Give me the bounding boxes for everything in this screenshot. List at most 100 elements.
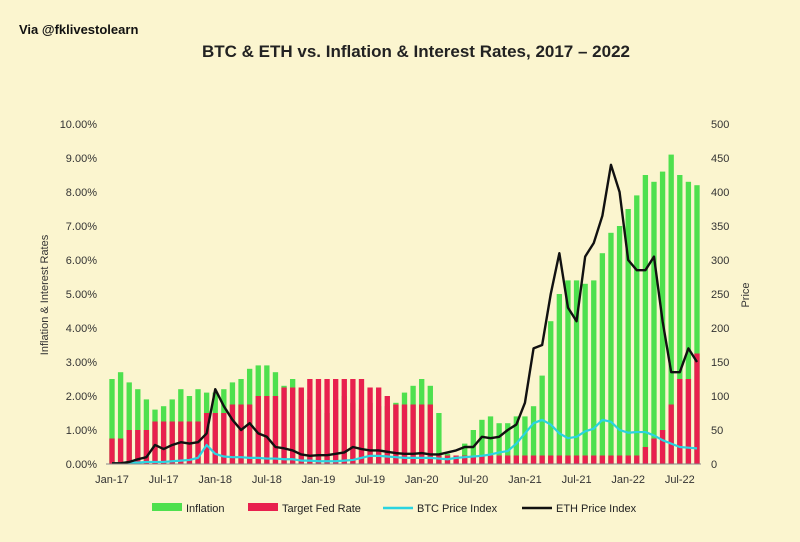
fed-rate-bar-55: [582, 455, 588, 464]
eth-price-line: [112, 163, 699, 465]
fed-rate-bar-1: [117, 438, 124, 464]
fed-rate-bar-68: [694, 353, 700, 464]
fed-rate-bar-32: [384, 396, 390, 464]
x-tick-label: Jul-17: [149, 474, 179, 486]
fed-rate-bar-12: [212, 413, 218, 464]
y-left-tick-label: 2.00%: [66, 391, 97, 403]
fed-rate-bar-60: [625, 455, 631, 464]
legend-item-label: Target Fed Rate: [282, 503, 361, 515]
y-left-tick-label: 5.00%: [66, 289, 97, 301]
fed-rate-bar-52: [556, 455, 563, 464]
fed-rate-bar-59: [616, 455, 623, 464]
fed-rate-bar-47: [513, 455, 519, 464]
fed-rate-bar-19: [272, 396, 279, 464]
fed-rate-bar-29: [358, 379, 365, 464]
fed-rate-bar-58: [608, 455, 614, 464]
y-axis-left-label: Inflation & Interest Rates: [39, 234, 51, 355]
inflation-bar-51: [548, 321, 554, 464]
fed-rate-bar-21: [289, 387, 296, 464]
inflation-bar-66: [677, 175, 683, 464]
y-right-tick-label: 350: [711, 221, 729, 233]
y-right-tick-label: 300: [711, 255, 729, 267]
y-right-tick-label: 400: [711, 187, 729, 199]
inflation-bar-0: [109, 379, 115, 464]
fed-rate-bar-45: [496, 455, 502, 464]
inflation-bar-38: [436, 413, 442, 464]
x-tick-label: Jul-20: [458, 474, 488, 486]
fed-rate-bar-64: [659, 430, 666, 464]
fed-rate-bar-11: [203, 413, 210, 464]
x-tick-label: Jul-19: [355, 474, 385, 486]
inflation-bar-52: [556, 294, 563, 464]
fed-rate-bar-2: [126, 430, 132, 464]
y-right-tick-label: 200: [711, 323, 729, 335]
fed-rate-bar-54: [573, 455, 580, 464]
fed-rate-bar-43: [479, 455, 485, 464]
fed-rate-bar-34: [401, 404, 408, 464]
price-lines: [112, 163, 699, 465]
fed-rate-bar-14: [229, 404, 236, 464]
fed-rate-bar-13: [221, 413, 227, 464]
inflation-bar-61: [634, 195, 640, 464]
inflation-bar-48: [522, 416, 528, 464]
inflation-bar-60: [625, 209, 631, 464]
y-right-tick-label: 50: [711, 425, 723, 437]
fed-rate-bar-18: [264, 396, 270, 464]
x-tick-label: Jan-18: [198, 474, 232, 486]
x-tick-label: Jul-21: [562, 474, 592, 486]
fed-rate-bar-36: [419, 404, 425, 464]
fed-rate-bar-31: [376, 387, 382, 464]
fed-rate-bar-57: [599, 455, 606, 464]
fed-rate-bar-26: [333, 379, 339, 464]
y-right-tick-label: 450: [711, 153, 729, 165]
fed-rate-bar-48: [522, 455, 528, 464]
x-tick-label: Jan-22: [611, 474, 645, 486]
y-left-tick-label: 8.00%: [66, 187, 97, 199]
y-left-tick-label: 4.00%: [66, 323, 97, 335]
fed-rate-bar-35: [410, 404, 416, 464]
inflation-bar-47: [513, 416, 519, 464]
y-left-tick-label: 6.00%: [66, 255, 97, 267]
y-right-tick-label: 150: [711, 357, 729, 369]
fed-rate-bar-7: [169, 421, 175, 464]
y-right-tick-label: 500: [711, 119, 729, 131]
fed-rate-bar-5: [152, 421, 158, 464]
fed-rate-bar-6: [160, 421, 167, 464]
inflation-bar-2: [126, 382, 132, 464]
inflation-bar-49: [530, 406, 537, 464]
inflation-bar-67: [685, 181, 692, 465]
legend-item-label: Inflation: [186, 503, 225, 515]
fed-rate-bar-22: [298, 387, 304, 464]
y-left-tick-label: 3.00%: [66, 357, 97, 369]
inflation-bar-65: [668, 154, 674, 464]
fed-rate-bar-62: [642, 447, 649, 464]
fed-rate-bar-44: [487, 455, 494, 464]
fed-rate-bar-67: [685, 379, 692, 464]
y-right-tick-label: 250: [711, 289, 729, 301]
inflation-bar-45: [496, 423, 502, 464]
x-axis-ticks: Jan-17 Jul-17 Jan-18 Jul-18 Jan-19 Jul-19 Jan-…: [95, 474, 695, 486]
fed-rate-bar-61: [634, 455, 640, 464]
inflation-bar-44: [487, 416, 494, 464]
inflation-bar-54: [573, 280, 580, 464]
inflation-bar-68: [694, 185, 700, 464]
fed-rate-bar-49: [530, 455, 537, 464]
y-left-tick-label: 10.00%: [60, 119, 98, 131]
y-left-tick-label: 9.00%: [66, 153, 97, 165]
btc-price-line: [112, 418, 698, 465]
fed-rate-bar-53: [565, 455, 571, 464]
fed-rate-bar-41: [462, 455, 468, 464]
fed-rate-bar-65: [668, 404, 674, 464]
fed-rate-bar-25: [324, 379, 330, 464]
legend-swatch: [152, 503, 182, 511]
legend-item-label: BTC Price Index: [417, 503, 498, 515]
inflation-bar-58: [608, 232, 614, 464]
fed-rate-bar-16: [246, 404, 253, 464]
inflation-bar-63: [651, 181, 657, 465]
x-tick-label: Jan-20: [405, 474, 439, 486]
legend-item-label: ETH Price Index: [556, 503, 637, 515]
x-tick-label: Jul-18: [252, 474, 282, 486]
y-left-tick-label: 7.00%: [66, 221, 97, 233]
x-tick-label: Jul-22: [665, 474, 695, 486]
